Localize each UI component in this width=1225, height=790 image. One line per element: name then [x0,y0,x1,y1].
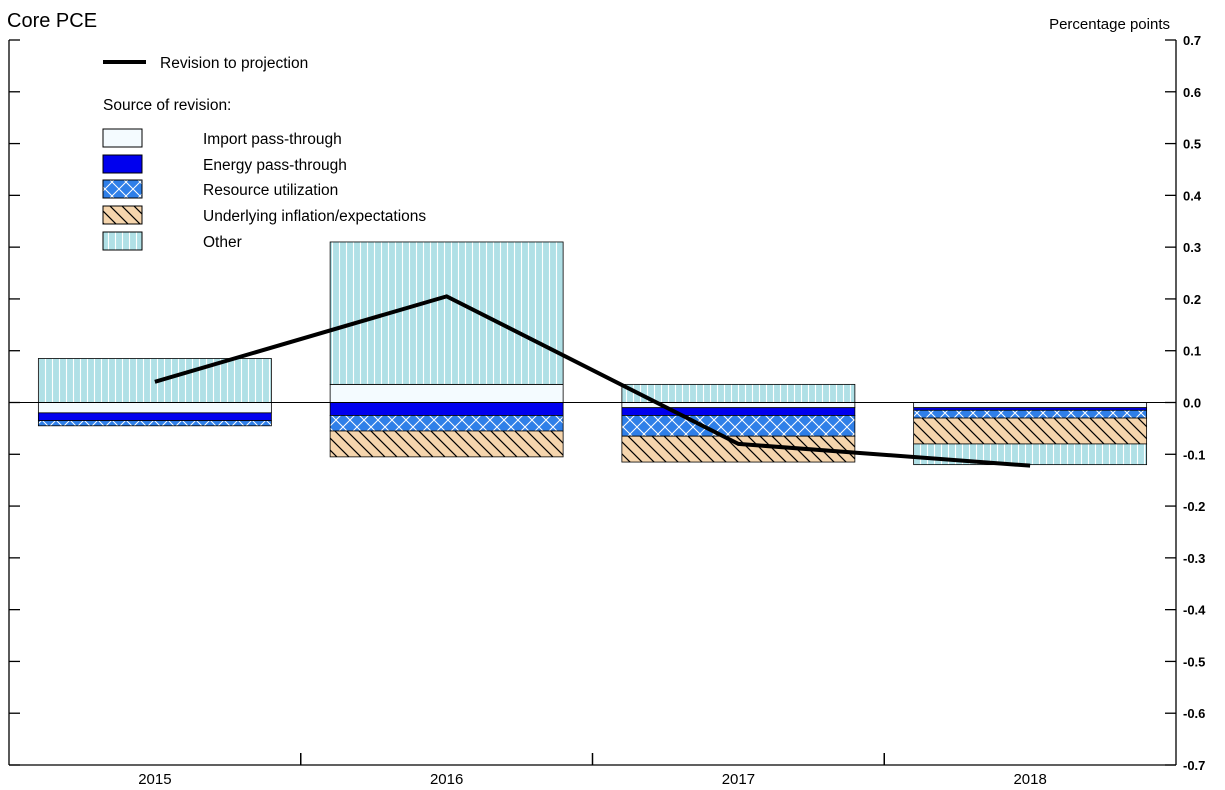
y-tick-label: 0.1 [1183,344,1201,359]
bar-energy-2016 [329,402,564,416]
bar-resource-2017 [621,415,856,437]
x-axis-labels: 2015 2016 2017 2018 [138,771,1047,788]
bar-resource-2016 [329,415,564,432]
bar-group-2018 [913,402,1148,466]
legend-swatch-resource [102,179,143,199]
bar-resource-2015 [37,420,272,427]
chart-title: Core PCE [7,10,97,32]
x-label-2016: 2016 [430,771,463,788]
bar-group-2015 [37,358,272,427]
y-tick-label: 0.4 [1183,188,1202,203]
x-label-2018: 2018 [1013,771,1046,788]
legend-swatch-underlying [102,205,143,225]
bar-import-2015 [37,402,272,414]
legend: Revision to projection Source of revisio… [102,55,426,251]
y-tick-label: 0.7 [1183,33,1201,48]
legend-label-resource: Resource utilization [203,182,338,199]
legend-label-energy: Energy pass-through [203,157,347,174]
legend-heading: Source of revision: [103,97,231,114]
bar-resource-2018 [913,409,1148,419]
y-tick-label: -0.4 [1183,603,1206,618]
y-tick-label: -0.1 [1183,447,1205,462]
bar-energy-2017 [621,407,856,416]
legend-label-other: Other [203,234,242,251]
x-label-2015: 2015 [138,771,171,788]
y-tick-label: 0.2 [1183,292,1201,307]
bar-other-2017 [621,383,856,403]
revision-line [154,294,1031,468]
bar-energy-2015 [37,412,272,422]
y-axis-unit-label: Percentage points [1049,16,1170,33]
legend-label-import: Import pass-through [203,131,342,148]
y-tick-label: 0.0 [1183,396,1201,411]
y-tick-label: 0.3 [1183,240,1201,255]
bar-group-2016 [329,241,564,458]
bar-underlying-2018 [913,417,1148,445]
legend-swatch-energy [102,154,143,174]
x-label-2017: 2017 [722,771,755,788]
legend-swatch-import [102,128,143,148]
y-tick-label: -0.7 [1183,758,1205,773]
bar-group-2017 [621,383,856,463]
bar-import-2016 [329,383,564,403]
y-tick-label: -0.2 [1183,499,1205,514]
stacked-bars [37,241,1148,466]
y-tick-label: -0.6 [1183,706,1205,721]
bar-other-2016 [329,241,564,385]
y-tick-label: 0.6 [1183,85,1201,100]
y-axis-ticks: 0.7 0.6 0.5 0.4 0.3 0.2 0.1 0.0 -0.1 -0.2 -0.3 -0.4… [9,33,1206,773]
y-tick-label: -0.3 [1183,551,1205,566]
y-tick-label: 0.5 [1183,137,1201,152]
legend-swatch-other [102,231,143,251]
x-axis-ticks [300,753,885,765]
y-tick-label: -0.5 [1183,654,1205,669]
bar-underlying-2016 [329,430,564,458]
legend-label-revision: Revision to projection [160,55,308,72]
bar-import-2018 [913,402,1148,409]
legend-label-underlying: Underlying inflation/expectations [203,208,426,225]
